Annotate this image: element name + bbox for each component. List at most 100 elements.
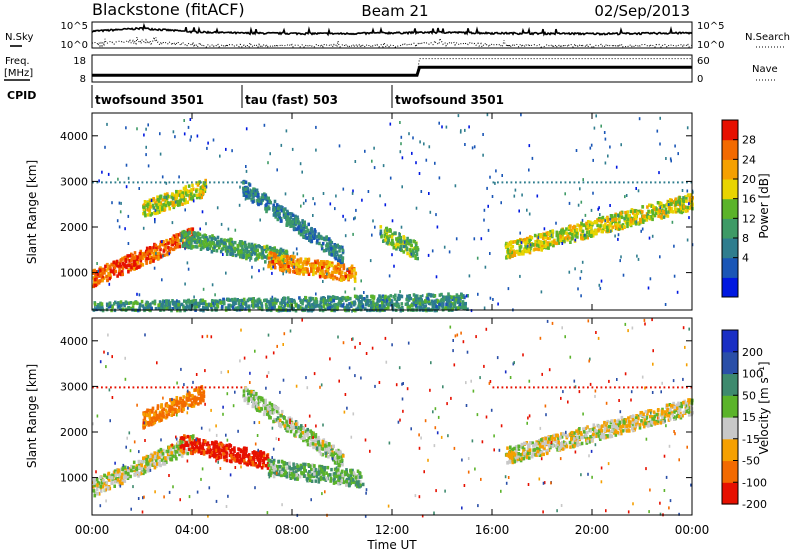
- heatmap-cell: [328, 241, 332, 245]
- heatmap-cell: [388, 298, 392, 302]
- heatmap-cell: [94, 491, 97, 496]
- heatmap-cell: [168, 451, 171, 455]
- heatmap-cell: [548, 232, 552, 236]
- heatmap-cell: [312, 262, 316, 266]
- heatmap-cell: [96, 262, 98, 265]
- heatmap-cell: [124, 468, 128, 472]
- heatmap-cell: [157, 306, 161, 311]
- heatmap-cell: [379, 225, 383, 229]
- heatmap-cell: [124, 300, 128, 304]
- heatmap-cell: [231, 252, 235, 256]
- heatmap-cell: [251, 299, 254, 304]
- heatmap-cell: [100, 305, 104, 309]
- heatmap-cell: [388, 234, 392, 238]
- heatmap-cell: [406, 236, 409, 241]
- heatmap-cell: [344, 274, 348, 279]
- heatmap-cell: [99, 475, 102, 480]
- heatmap-cell: [190, 242, 193, 246]
- heatmap-cell: [254, 461, 258, 466]
- heatmap-cell: [328, 251, 332, 256]
- heatmap-cell: [167, 241, 170, 245]
- heatmap-cell: [171, 242, 174, 247]
- heatmap-cell: [655, 207, 658, 211]
- heatmap-cell: [305, 199, 307, 203]
- heatmap-cell: [185, 396, 188, 400]
- heatmap-cell: [260, 466, 264, 470]
- heatmap-cell: [304, 257, 307, 262]
- heatmap-cell: [185, 441, 188, 445]
- heatmap-cell: [240, 243, 243, 247]
- heatmap-cell: [297, 261, 301, 265]
- heatmap-cell: [302, 261, 305, 266]
- heatmap-cell: [333, 303, 336, 307]
- heatmap-cell: [213, 444, 216, 448]
- heatmap-cell: [520, 238, 524, 242]
- heatmap-cell: [244, 192, 248, 197]
- heatmap-cell: [200, 240, 203, 244]
- heatmap-cell: [92, 478, 96, 482]
- heatmap-cell: [180, 197, 183, 201]
- heatmap-cell: [662, 215, 666, 219]
- heatmap-cell: [241, 453, 245, 458]
- heatmap-cell: [451, 295, 455, 300]
- heatmap-cell: [182, 446, 186, 450]
- heatmap-cell: [348, 270, 351, 274]
- heatmap-cell: [173, 195, 177, 199]
- heatmap-cell: [440, 292, 443, 297]
- heatmap-cell: [441, 125, 443, 129]
- heatmap-cell: [121, 270, 124, 274]
- heatmap-cell: [130, 464, 133, 469]
- heatmap-cell: [199, 236, 202, 241]
- heatmap-cell: [313, 300, 317, 304]
- heatmap-cell: [244, 187, 247, 191]
- heatmap-cell: [580, 270, 583, 274]
- heatmap-cell: [236, 252, 240, 256]
- heatmap-cell: [108, 282, 111, 286]
- heatmap-cell: [673, 244, 675, 248]
- heatmap-cell: [118, 306, 122, 311]
- heatmap-cell: [154, 243, 158, 248]
- heatmap-cell: [389, 176, 392, 180]
- heatmap-cell: [337, 253, 339, 257]
- heatmap-cell: [409, 239, 413, 244]
- heatmap-cell: [104, 145, 106, 149]
- heatmap-cell: [393, 302, 396, 307]
- heatmap-cell: [201, 185, 205, 189]
- heatmap-cell: [603, 131, 606, 134]
- heatmap-cell: [173, 203, 176, 208]
- heatmap-cell: [640, 229, 642, 233]
- heatmap-cell: [539, 233, 543, 237]
- heatmap-cell: [264, 298, 267, 302]
- heatmap-cell: [196, 134, 199, 138]
- heatmap-cell: [400, 239, 403, 243]
- heatmap-cell: [157, 256, 161, 260]
- heatmap-cell: [352, 189, 354, 193]
- heatmap-cell: [229, 298, 232, 302]
- heatmap-cell: [321, 266, 324, 270]
- heatmap-cell: [186, 451, 189, 456]
- heatmap-cell: [179, 401, 182, 405]
- heatmap-cell: [233, 297, 237, 302]
- heatmap-cell: [306, 268, 309, 272]
- heatmap-cell: [133, 267, 136, 271]
- heatmap-cell: [189, 118, 192, 121]
- heatmap-cell: [142, 471, 145, 476]
- heatmap-cell: [408, 306, 411, 311]
- heatmap-cell: [127, 301, 131, 305]
- heatmap-cell: [159, 405, 163, 409]
- heatmap-cell: [202, 390, 206, 395]
- heatmap-cell: [302, 462, 305, 467]
- heatmap-cell: [464, 128, 466, 132]
- heatmap-cell: [227, 303, 230, 308]
- heatmap-cell: [283, 305, 286, 309]
- heatmap-cell: [265, 202, 268, 207]
- heatmap-cell: [98, 268, 102, 272]
- heatmap-cell: [379, 232, 381, 236]
- heatmap-cell: [415, 307, 418, 311]
- heatmap-cell: [278, 472, 282, 477]
- heatmap-cell: [293, 270, 297, 274]
- heatmap-cell: [256, 465, 259, 469]
- heatmap-cell: [298, 271, 301, 276]
- heatmap-cell: [274, 213, 278, 217]
- heatmap-cell: [582, 181, 585, 184]
